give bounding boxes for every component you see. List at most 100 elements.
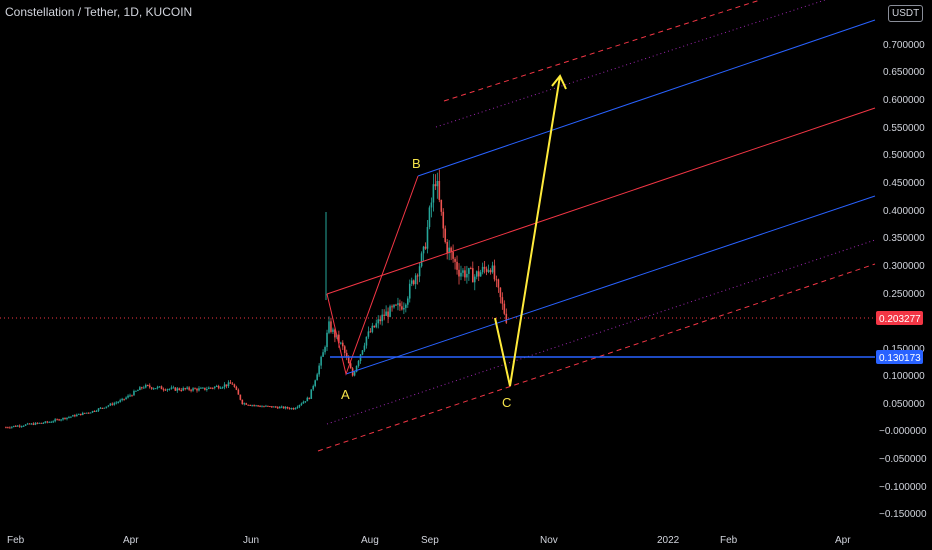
- candle-down: [499, 287, 502, 298]
- y-tick-label: 0.050000: [883, 399, 925, 410]
- candle-down: [164, 389, 167, 391]
- candle-up: [251, 405, 253, 407]
- candle-down: [196, 388, 198, 391]
- currency-unit-badge[interactable]: USDT: [888, 5, 924, 22]
- candle-down: [111, 403, 114, 405]
- candle-up: [144, 384, 147, 388]
- candle-up: [182, 388, 185, 391]
- candle-up: [448, 247, 450, 254]
- candle-down: [162, 389, 165, 391]
- candle-up: [62, 417, 64, 420]
- candle-up: [81, 412, 84, 416]
- candle-down: [267, 405, 269, 407]
- candle-up: [30, 423, 33, 425]
- candle-down: [288, 408, 291, 410]
- candle-down: [141, 387, 143, 389]
- candle-down: [505, 313, 508, 323]
- candle-up: [422, 246, 425, 254]
- candle-down: [383, 314, 385, 316]
- candle-up: [213, 386, 216, 389]
- candle-up: [119, 400, 121, 402]
- pitchfork-median-line[interactable]: [326, 107, 876, 295]
- candle-up: [38, 422, 41, 424]
- candle-down: [7, 427, 9, 429]
- candle-up: [306, 397, 309, 402]
- candle-down: [263, 406, 265, 408]
- candle-up: [385, 311, 387, 316]
- pitchfork-warning-lower-line[interactable]: [326, 239, 876, 425]
- candle-down: [160, 386, 163, 390]
- candle-up: [105, 406, 108, 408]
- candle-up: [403, 307, 405, 310]
- drawing-tools[interactable]: [0, 0, 876, 452]
- candle-down: [450, 247, 452, 252]
- symbol-title[interactable]: Constellation / Tether, 1D, KUCOIN: [5, 5, 193, 19]
- pitchfork-outer-lower-line[interactable]: [317, 263, 876, 452]
- pitchfork-lower-line[interactable]: [345, 195, 876, 375]
- candle-up: [172, 387, 175, 389]
- candle-up: [85, 412, 88, 414]
- candle-up: [44, 421, 47, 423]
- candle-down: [485, 268, 488, 272]
- pitchfork-handle[interactable]: [326, 175, 419, 376]
- candle-up: [408, 283, 411, 299]
- candle-up: [397, 303, 399, 305]
- candle-down: [424, 246, 427, 249]
- candle-up: [143, 387, 145, 389]
- candle-down: [245, 403, 248, 405]
- candle-up: [363, 345, 366, 351]
- y-tick-label: 0.550000: [883, 123, 925, 134]
- candle-down: [204, 387, 206, 390]
- candle-down: [458, 269, 460, 277]
- y-tick-label: 0.350000: [883, 233, 925, 244]
- candle-up: [436, 180, 439, 187]
- wave-labels: A B C: [341, 156, 511, 410]
- pitchfork-upper-line[interactable]: [417, 19, 876, 177]
- x-tick-label: Sep: [421, 535, 439, 546]
- candle-down: [276, 407, 279, 409]
- candle-up: [168, 388, 171, 390]
- projection-path[interactable]: [494, 75, 561, 387]
- candle-down: [74, 415, 76, 417]
- candle-up: [129, 395, 131, 397]
- x-tick-label: Jun: [243, 535, 259, 546]
- candle-up: [68, 417, 70, 419]
- candle-down: [497, 279, 500, 288]
- candle-up: [91, 410, 94, 413]
- pitchfork-warning-upper-line[interactable]: [435, 0, 826, 128]
- pitchfork-outer-upper-line[interactable]: [443, 0, 761, 102]
- candle-up: [265, 405, 267, 407]
- candle-up: [389, 306, 391, 317]
- candle-up: [135, 390, 137, 392]
- candle-down: [446, 241, 448, 254]
- candle-down: [338, 334, 340, 344]
- candle-down: [194, 388, 196, 390]
- candle-down: [64, 417, 66, 420]
- candle-down: [440, 199, 443, 212]
- candle-up: [468, 268, 470, 274]
- y-tick-label: 0.300000: [883, 261, 925, 272]
- x-tick-label: Nov: [540, 535, 558, 546]
- candle-down: [40, 422, 43, 424]
- candle-down: [148, 385, 151, 388]
- price-axis[interactable]: 0.700000 0.650000 0.600000 0.550000 0.50…: [876, 40, 927, 520]
- y-tick-label: 0.600000: [883, 95, 925, 106]
- candle-down: [184, 388, 186, 390]
- candle-up: [381, 314, 383, 322]
- candle-down: [174, 387, 177, 391]
- candle-up: [89, 412, 92, 414]
- candle-up: [103, 407, 106, 409]
- candle-down: [501, 297, 504, 304]
- time-axis[interactable]: Feb Apr Jun Aug Sep Nov 2022 Feb Apr: [7, 535, 851, 546]
- candle-down: [211, 387, 214, 389]
- candle-down: [150, 387, 153, 389]
- candle-down: [231, 383, 234, 385]
- candle-up: [340, 342, 342, 344]
- candle-down: [253, 405, 255, 407]
- candle-up: [278, 407, 281, 409]
- candle-up: [202, 387, 204, 389]
- candle-up: [48, 421, 51, 423]
- y-tick-label: −0.150000: [879, 509, 927, 520]
- candle-up: [273, 406, 275, 408]
